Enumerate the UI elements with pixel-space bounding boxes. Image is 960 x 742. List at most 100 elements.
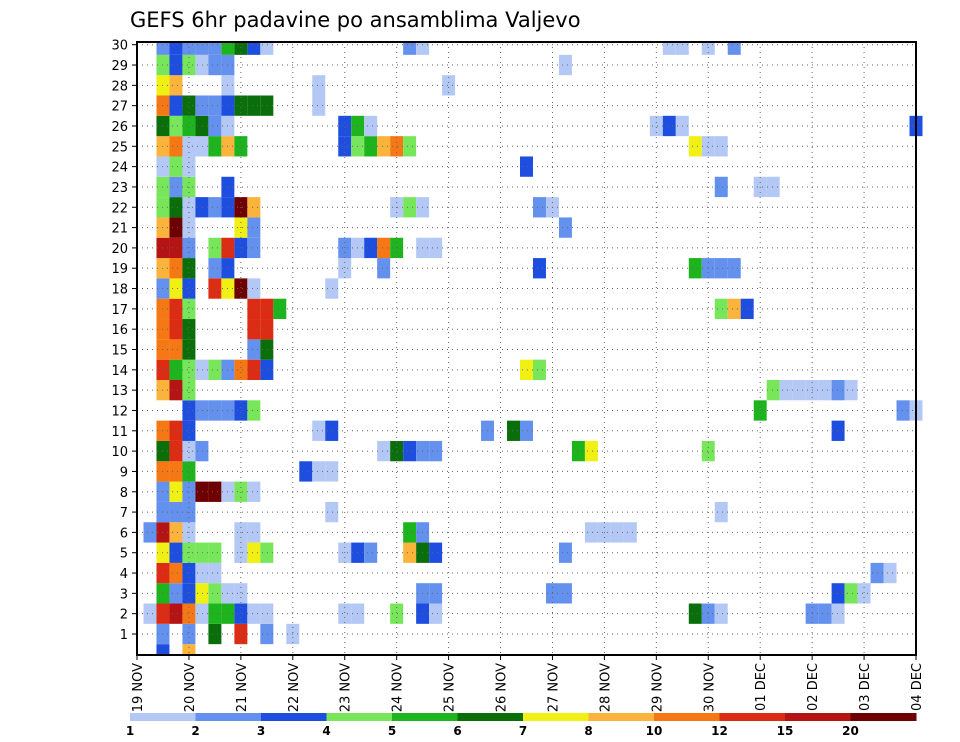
y-tick-label: 23 bbox=[111, 181, 128, 196]
y-tick-label: 24 bbox=[111, 161, 128, 176]
heatmap-cell bbox=[675, 42, 689, 55]
heatmap-cell bbox=[662, 42, 676, 55]
x-tick-label: 28 NOV bbox=[598, 663, 613, 712]
heatmap-cell bbox=[234, 583, 248, 604]
heatmap-cell bbox=[403, 522, 417, 543]
heatmap-cell bbox=[156, 644, 170, 655]
colorbar: 1 2 3 4 5 6 7 8 10 12 15 20 bbox=[126, 713, 917, 738]
heatmap-cell bbox=[195, 197, 209, 218]
heatmap-cell bbox=[195, 481, 209, 502]
heatmap-cell bbox=[247, 339, 261, 360]
x-tick-label: 19 NOV bbox=[131, 663, 146, 712]
heatmap-cell bbox=[169, 42, 183, 55]
heatmap-cell bbox=[377, 440, 391, 462]
heatmap-cell bbox=[169, 420, 183, 441]
heatmap-cell bbox=[857, 583, 871, 604]
colorbar-label: 20 bbox=[842, 724, 859, 738]
heatmap-cell bbox=[208, 258, 222, 279]
heatmap-cell bbox=[714, 298, 728, 320]
heatmap-cell bbox=[182, 54, 196, 76]
heatmap-cell bbox=[208, 237, 222, 259]
heatmap-cell bbox=[182, 136, 196, 157]
heatmap-cell bbox=[195, 54, 209, 76]
y-tick-label: 21 bbox=[111, 222, 128, 237]
heatmap-cell bbox=[208, 603, 222, 624]
heatmap-cell bbox=[247, 359, 261, 380]
heatmap-cell bbox=[429, 440, 443, 462]
heatmap-cell bbox=[169, 481, 183, 502]
heatmap-cell bbox=[753, 400, 767, 421]
heatmap-cell bbox=[688, 136, 702, 157]
colorbar-segment bbox=[457, 713, 524, 721]
heatmap-cell bbox=[260, 339, 274, 360]
heatmap-cell bbox=[169, 562, 183, 584]
heatmap-cell bbox=[260, 542, 274, 563]
y-tick-label: 5 bbox=[120, 547, 128, 562]
colorbar-segment bbox=[785, 713, 851, 721]
heatmap-cell bbox=[169, 501, 183, 523]
heatmap-cell bbox=[338, 603, 352, 624]
heatmap-cell bbox=[273, 298, 287, 320]
heatmap-cell bbox=[325, 461, 339, 482]
x-tick-label: 22 NOV bbox=[287, 663, 302, 712]
heatmap-cell bbox=[701, 603, 715, 624]
y-tick-label: 14 bbox=[111, 364, 128, 379]
heatmap-cell bbox=[558, 583, 572, 604]
colorbar-segment bbox=[195, 713, 262, 721]
heatmap-cell bbox=[377, 258, 391, 279]
heatmap-cell bbox=[208, 542, 222, 563]
heatmap-cell bbox=[896, 400, 910, 421]
heatmap-cell bbox=[182, 339, 196, 360]
heatmap-cell bbox=[260, 603, 274, 624]
heatmap-cell bbox=[701, 440, 715, 462]
heatmap-cell bbox=[143, 603, 157, 624]
heatmap-cell bbox=[299, 461, 313, 482]
heatmap-cell bbox=[182, 319, 196, 340]
heatmap-cell bbox=[766, 176, 780, 198]
heatmap-cell bbox=[143, 522, 157, 543]
y-tick-label: 6 bbox=[120, 526, 128, 541]
heatmap-cell bbox=[156, 42, 170, 55]
heatmap-cell bbox=[208, 136, 222, 157]
y-tick-label: 8 bbox=[120, 486, 128, 501]
heatmap-cell bbox=[364, 136, 378, 157]
heatmap-cell bbox=[247, 481, 261, 502]
heatmap-cell bbox=[169, 217, 183, 238]
heatmap-cell bbox=[532, 197, 546, 218]
x-tick-label: 24 NOV bbox=[391, 663, 406, 712]
heatmap-cell bbox=[234, 278, 248, 299]
y-tick-label: 20 bbox=[111, 242, 128, 257]
heatmap-cell bbox=[208, 400, 222, 421]
heatmap-cell bbox=[182, 298, 196, 320]
heatmap-cell bbox=[364, 115, 378, 137]
y-tick-label: 26 bbox=[111, 120, 128, 135]
heatmap-cell bbox=[169, 75, 183, 96]
heatmap-cell bbox=[532, 258, 546, 279]
heatmap-cell bbox=[195, 542, 209, 563]
heatmap-cell bbox=[818, 603, 832, 624]
heatmap-cell bbox=[338, 136, 352, 157]
x-tick-label: 30 NOV bbox=[702, 663, 717, 712]
x-tick-label: 25 NOV bbox=[443, 663, 458, 712]
heatmap-cell bbox=[818, 379, 832, 401]
heatmap-cell bbox=[182, 379, 196, 401]
heatmap-cell bbox=[247, 298, 261, 320]
heatmap-cell bbox=[182, 583, 196, 604]
colorbar-segment bbox=[261, 713, 327, 721]
heatmap-cell bbox=[403, 197, 417, 218]
heatmap-cell bbox=[208, 481, 222, 502]
heatmap-cell bbox=[429, 603, 443, 624]
heatmap-cell bbox=[727, 258, 741, 279]
heatmap-cell bbox=[831, 379, 845, 401]
x-tick-label: 03 DEC bbox=[858, 663, 873, 711]
heatmap-cell bbox=[831, 603, 845, 624]
heatmap-cell bbox=[195, 115, 209, 137]
x-tick-label: 21 NOV bbox=[235, 663, 250, 712]
heatmap-cell bbox=[169, 440, 183, 462]
y-tick-label: 16 bbox=[111, 323, 128, 338]
heatmap-cell bbox=[390, 603, 404, 624]
y-tick-label: 25 bbox=[111, 140, 128, 155]
heatmap-cell bbox=[442, 75, 456, 96]
heatmap-cell bbox=[584, 440, 598, 462]
